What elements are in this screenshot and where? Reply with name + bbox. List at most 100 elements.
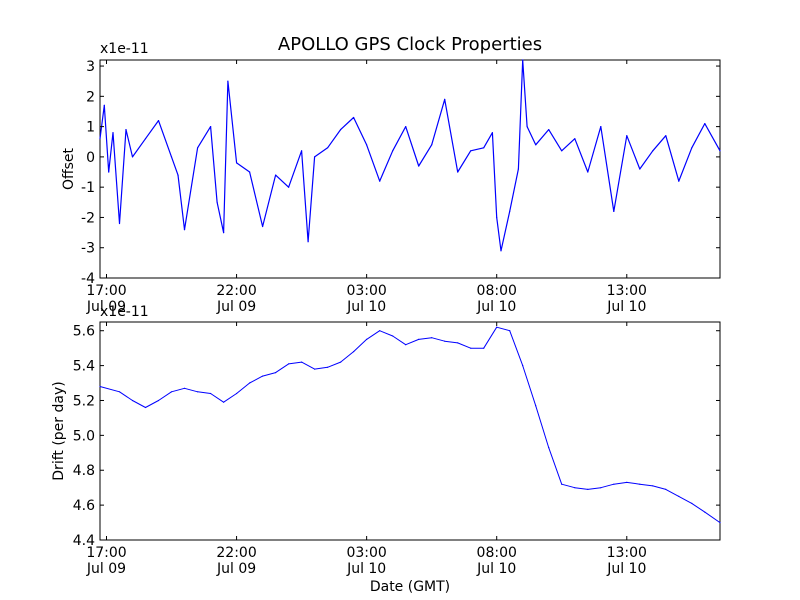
- drift-data-point: [535, 405, 537, 407]
- offset-data-point: [517, 168, 520, 170]
- offset-x-tick-label-time: 22:00: [216, 283, 256, 299]
- drift-data-point: [210, 392, 212, 395]
- offset-x-tick-label-date: Jul 09: [86, 299, 126, 315]
- offset-data-point: [118, 222, 121, 225]
- drift-data-point: [678, 495, 680, 497]
- drift-data-point: [301, 361, 303, 363]
- offset-data-point: [157, 120, 160, 122]
- drift-data-point: [457, 342, 459, 344]
- drift-data-point: [170, 391, 173, 393]
- drift-data-point: [275, 372, 277, 374]
- drift-plot-frame: [99, 321, 721, 541]
- drift-data-point: [483, 347, 485, 349]
- offset-data-point: [249, 171, 251, 173]
- offset-data-point: [108, 171, 110, 173]
- drift-y-tick-label: 5.6: [73, 324, 95, 340]
- drift-data-point: [639, 483, 641, 485]
- offset-data-point: [522, 59, 524, 61]
- drift-data-point: [431, 337, 433, 339]
- drift-x-tick-label-date: Jul 09: [86, 561, 126, 577]
- drift-data-point: [548, 447, 550, 449]
- offset-data-point: [704, 123, 706, 125]
- offset-data-point: [353, 116, 355, 119]
- offset-data-point: [613, 210, 615, 212]
- offset-data-point: [340, 129, 342, 131]
- offset-data-point: [535, 144, 537, 146]
- drift-data-point: [719, 522, 721, 524]
- offset-data-point: [379, 180, 381, 182]
- offset-data-point: [652, 150, 654, 152]
- drift-data-point: [509, 330, 511, 332]
- offset-data-point: [327, 147, 329, 149]
- drift-data-point: [405, 344, 407, 346]
- drift-data-point: [691, 502, 693, 504]
- drift-y-multiplier: x1e-11: [100, 304, 149, 320]
- drift-data-point: [392, 335, 394, 337]
- drift-data-point: [587, 488, 589, 490]
- drift-data-point: [99, 385, 101, 388]
- drift-y-tick-label: 4.6: [73, 498, 95, 514]
- offset-data-point: [197, 147, 199, 149]
- offset-series-group: [99, 59, 721, 252]
- offset-x-tick-label-time: 13:00: [607, 283, 647, 299]
- offset-data-point: [600, 126, 602, 128]
- offset-data-point: [288, 186, 290, 188]
- offset-data-point: [366, 144, 368, 146]
- offset-data-point: [275, 174, 277, 176]
- offset-y-multiplier: x1e-11: [100, 41, 149, 57]
- drift-data-point: [157, 399, 160, 402]
- drift-data-point: [314, 368, 316, 370]
- offset-data-point: [626, 135, 628, 137]
- offset-data-point: [587, 171, 589, 173]
- drift-series-group: [99, 326, 721, 524]
- offset-data-point: [216, 201, 218, 203]
- drift-data-point: [223, 401, 225, 403]
- offset-x-tick-label-date: Jul 10: [346, 299, 386, 315]
- drift-data-point: [561, 483, 563, 485]
- offset-data-point: [314, 156, 316, 158]
- drift-data-point: [665, 488, 667, 490]
- offset-x-tick-label-time: 17:00: [86, 283, 126, 299]
- drift-x-tick-label-date: Jul 09: [216, 561, 256, 577]
- offset-y-tick-label: -3: [81, 241, 95, 257]
- offset-data-point: [483, 147, 485, 149]
- drift-y-tick-label: 5.2: [73, 393, 95, 409]
- drift-data-point: [366, 338, 368, 340]
- drift-data-point: [288, 363, 290, 365]
- drift-data-point: [444, 340, 446, 342]
- offset-series-line-0: [99, 59, 721, 252]
- drift-y-ticks: 4.4 4.6 4.8 5.0 5.2 5.4 5.6: [73, 324, 720, 549]
- offset-y-axis-label: Offset: [61, 147, 77, 190]
- offset-data-point: [131, 156, 134, 158]
- drift-data-point: [236, 392, 238, 395]
- offset-data-point: [691, 147, 693, 149]
- offset-data-point: [262, 225, 264, 228]
- drift-data-point: [379, 330, 381, 332]
- offset-data-point: [719, 150, 721, 152]
- offset-x-tick-label-time: 03:00: [346, 283, 386, 299]
- offset-data-point: [470, 150, 472, 152]
- offset-plot-frame: [99, 59, 721, 279]
- offset-data-point: [491, 132, 493, 134]
- offset-x-tick-label-date: Jul 09: [216, 299, 256, 315]
- drift-x-tick-label-time: 17:00: [86, 545, 126, 561]
- drift-data-point: [262, 375, 264, 377]
- drift-y-tick-label: 4.8: [73, 463, 95, 479]
- offset-data-point: [678, 180, 680, 182]
- drift-data-point: [470, 347, 472, 349]
- offset-data-point: [236, 162, 238, 164]
- offset-y-tick-label: 3: [86, 59, 95, 75]
- drift-data-point: [496, 326, 498, 328]
- drift-y-tick-label: 5.0: [73, 428, 95, 444]
- offset-data-point: [457, 171, 459, 173]
- offset-data-point: [227, 80, 229, 82]
- drift-data-point: [704, 511, 706, 513]
- offset-data-point: [125, 129, 127, 131]
- drift-data-point: [340, 361, 342, 363]
- offset-data-point: [548, 129, 550, 131]
- offset-data-point: [639, 168, 641, 170]
- drift-x-tick-label-time: 03:00: [346, 545, 386, 561]
